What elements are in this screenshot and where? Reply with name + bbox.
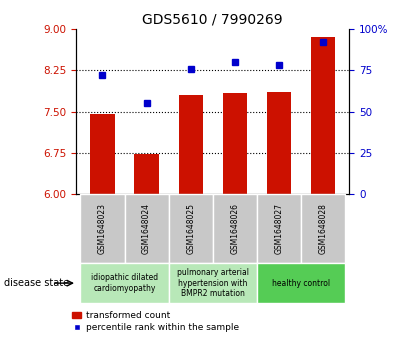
- Text: disease state: disease state: [4, 278, 69, 288]
- Title: GDS5610 / 7990269: GDS5610 / 7990269: [142, 12, 283, 26]
- Bar: [213, 194, 257, 263]
- Text: healthy control: healthy control: [272, 279, 330, 287]
- Text: GSM1648026: GSM1648026: [230, 203, 239, 254]
- Text: GSM1648023: GSM1648023: [98, 203, 107, 254]
- Bar: [311, 37, 335, 194]
- Bar: [301, 194, 345, 263]
- Text: GSM1648028: GSM1648028: [319, 203, 328, 254]
- Bar: [81, 263, 169, 303]
- Text: GSM1648025: GSM1648025: [186, 203, 195, 254]
- Bar: [257, 194, 301, 263]
- Bar: [267, 92, 291, 194]
- Bar: [169, 263, 257, 303]
- Bar: [125, 194, 169, 263]
- Bar: [223, 93, 247, 194]
- Bar: [134, 154, 159, 194]
- Text: GSM1648027: GSM1648027: [274, 203, 283, 254]
- Legend: transformed count, percentile rank within the sample: transformed count, percentile rank withi…: [72, 311, 239, 332]
- Text: idiopathic dilated
cardiomyopathy: idiopathic dilated cardiomyopathy: [91, 273, 158, 293]
- Bar: [90, 114, 115, 194]
- Bar: [169, 194, 213, 263]
- Text: pulmonary arterial
hypertension with
BMPR2 mutation: pulmonary arterial hypertension with BMP…: [177, 268, 249, 298]
- Bar: [81, 194, 125, 263]
- Bar: [257, 263, 345, 303]
- Bar: [178, 95, 203, 194]
- Text: GSM1648024: GSM1648024: [142, 203, 151, 254]
